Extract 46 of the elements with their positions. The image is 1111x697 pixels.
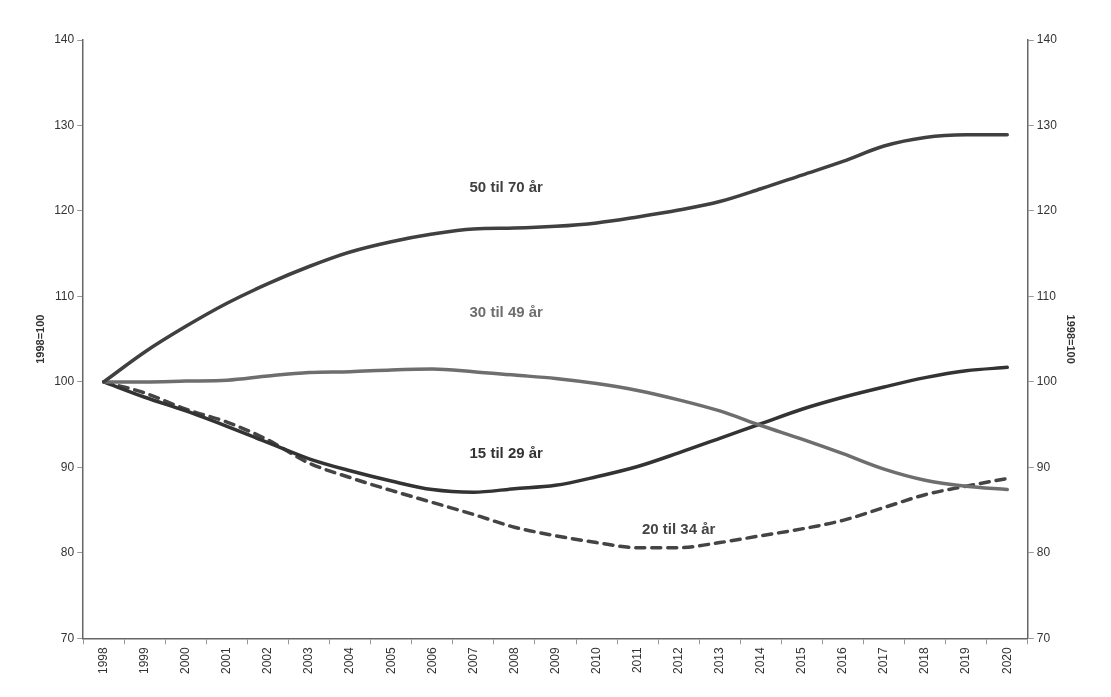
x-tick-label: 2011: [629, 646, 644, 674]
x-tick-label: 2008: [506, 646, 521, 675]
text: 50 til 70 år: [469, 178, 544, 196]
x-tick-label: 2018: [917, 646, 932, 675]
x-tick-label: 2015: [794, 646, 809, 675]
x-tick-label: 2019: [958, 646, 973, 675]
x-tick-label: 2016: [835, 646, 850, 675]
x-tick-label: 2005: [383, 646, 398, 675]
x-tick-label: 2001: [219, 646, 234, 675]
y-tick-label: 120: [54, 203, 75, 218]
x-tick-label: 2013: [712, 646, 727, 675]
y2-tick-label: 110: [1036, 288, 1057, 303]
text: 30 til 49 år: [469, 302, 544, 320]
y-tick-label: 110: [55, 288, 75, 303]
y2-axis-title: 1998=100: [1065, 314, 1078, 364]
y-axis-title: 1998=100: [33, 314, 46, 364]
y-tick-label: 80: [60, 545, 75, 560]
x-tick-label: 2002: [260, 646, 275, 675]
x-tick-label: 2000: [178, 646, 193, 675]
x-tick-label: 2004: [342, 646, 357, 675]
y-tick-label: 90: [60, 459, 75, 474]
x-tick-label: 2014: [753, 646, 768, 675]
y2-tick-label: 100: [1036, 374, 1058, 389]
x-tick-label: 2003: [301, 646, 316, 675]
y2-tick-label: 70: [1036, 630, 1051, 645]
x-tick-label: 1998: [96, 646, 111, 675]
y2-tick-label: 130: [1036, 117, 1058, 132]
y-tick-label: 70: [60, 630, 75, 645]
y2-tick-label: 90: [1036, 459, 1051, 474]
y-tick-label: 100: [54, 374, 75, 389]
x-tick-label: 2006: [424, 646, 439, 675]
x-tick-label: 2009: [547, 646, 562, 675]
y-tick-label: 140: [54, 32, 75, 47]
line-series: [102, 133, 1009, 384]
x-tick-label: 2012: [671, 646, 686, 675]
y-tick-label: 130: [54, 117, 75, 132]
y2-tick-label: 80: [1036, 545, 1051, 560]
x-tick-label: 2020: [999, 646, 1014, 675]
y2-tick-label: 140: [1036, 32, 1058, 47]
x-tick-label: 1999: [137, 646, 152, 675]
x-tick-label: 2010: [588, 646, 603, 675]
series-label: 15 til 29 år: [469, 443, 544, 461]
x-tick-label: 2007: [465, 646, 480, 675]
series-label: 20 til 34 år: [642, 519, 716, 537]
x-tick-label: 2017: [876, 646, 891, 675]
y2-tick-label: 120: [1036, 203, 1058, 218]
